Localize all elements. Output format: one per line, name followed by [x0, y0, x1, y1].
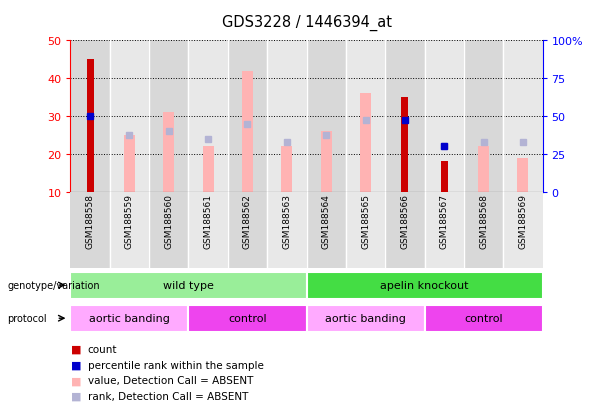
Text: GSM188558: GSM188558 [86, 194, 94, 249]
Text: GDS3228 / 1446394_at: GDS3228 / 1446394_at [221, 14, 392, 31]
Bar [503, 41, 543, 192]
Bar [70, 305, 189, 332]
Text: wild type: wild type [163, 280, 214, 290]
Text: aortic banding: aortic banding [89, 313, 170, 323]
Bar [517, 158, 528, 192]
Bar [306, 41, 346, 192]
Bar [149, 192, 189, 268]
Bar [464, 41, 503, 192]
Bar [228, 192, 267, 268]
Text: protocol: protocol [7, 313, 47, 323]
Text: GSM188568: GSM188568 [479, 194, 488, 249]
Bar [267, 41, 306, 192]
Bar [503, 192, 543, 268]
Bar [267, 192, 306, 268]
Text: GSM188566: GSM188566 [400, 194, 409, 249]
Bar [402, 98, 408, 192]
Bar [385, 192, 424, 268]
Bar [124, 135, 135, 192]
Bar [189, 41, 228, 192]
Text: GSM188559: GSM188559 [125, 194, 134, 249]
Text: ■: ■ [70, 391, 81, 401]
Bar [424, 41, 464, 192]
Text: GSM188569: GSM188569 [519, 194, 527, 249]
Text: aortic banding: aortic banding [325, 313, 406, 323]
Text: genotype/variation: genotype/variation [7, 280, 100, 290]
Text: rank, Detection Call = ABSENT: rank, Detection Call = ABSENT [88, 391, 248, 401]
Text: GSM188565: GSM188565 [361, 194, 370, 249]
Bar [110, 41, 149, 192]
Bar [464, 192, 503, 268]
Text: value, Detection Call = ABSENT: value, Detection Call = ABSENT [88, 375, 253, 385]
Bar [424, 305, 543, 332]
Text: GSM188567: GSM188567 [440, 194, 449, 249]
Bar [478, 147, 489, 192]
Text: GSM188564: GSM188564 [322, 194, 330, 248]
Text: apelin knockout: apelin knockout [380, 280, 469, 290]
Bar [242, 71, 253, 192]
Text: GSM188562: GSM188562 [243, 194, 252, 248]
Text: control: control [464, 313, 503, 323]
Bar [228, 41, 267, 192]
Bar [70, 272, 306, 299]
Bar [346, 192, 385, 268]
Text: percentile rank within the sample: percentile rank within the sample [88, 360, 264, 370]
Bar [189, 305, 306, 332]
Bar [163, 113, 174, 192]
Text: count: count [88, 344, 117, 354]
Bar [70, 41, 110, 192]
Bar [86, 60, 94, 192]
Bar [385, 41, 424, 192]
Bar [424, 192, 464, 268]
Bar [321, 132, 332, 192]
Text: ■: ■ [70, 360, 81, 370]
Bar [306, 192, 346, 268]
Text: GSM188561: GSM188561 [204, 194, 213, 249]
Text: control: control [228, 313, 267, 323]
Text: ■: ■ [70, 375, 81, 385]
Bar [70, 192, 110, 268]
Bar [110, 192, 149, 268]
Bar [306, 305, 424, 332]
Bar [149, 41, 189, 192]
Bar [281, 147, 292, 192]
Bar [203, 147, 214, 192]
Text: GSM188563: GSM188563 [283, 194, 291, 249]
Bar [306, 272, 543, 299]
Text: ■: ■ [70, 344, 81, 354]
Bar [441, 162, 447, 192]
Text: GSM188560: GSM188560 [164, 194, 173, 249]
Bar [360, 94, 371, 192]
Bar [346, 41, 385, 192]
Bar [189, 192, 228, 268]
